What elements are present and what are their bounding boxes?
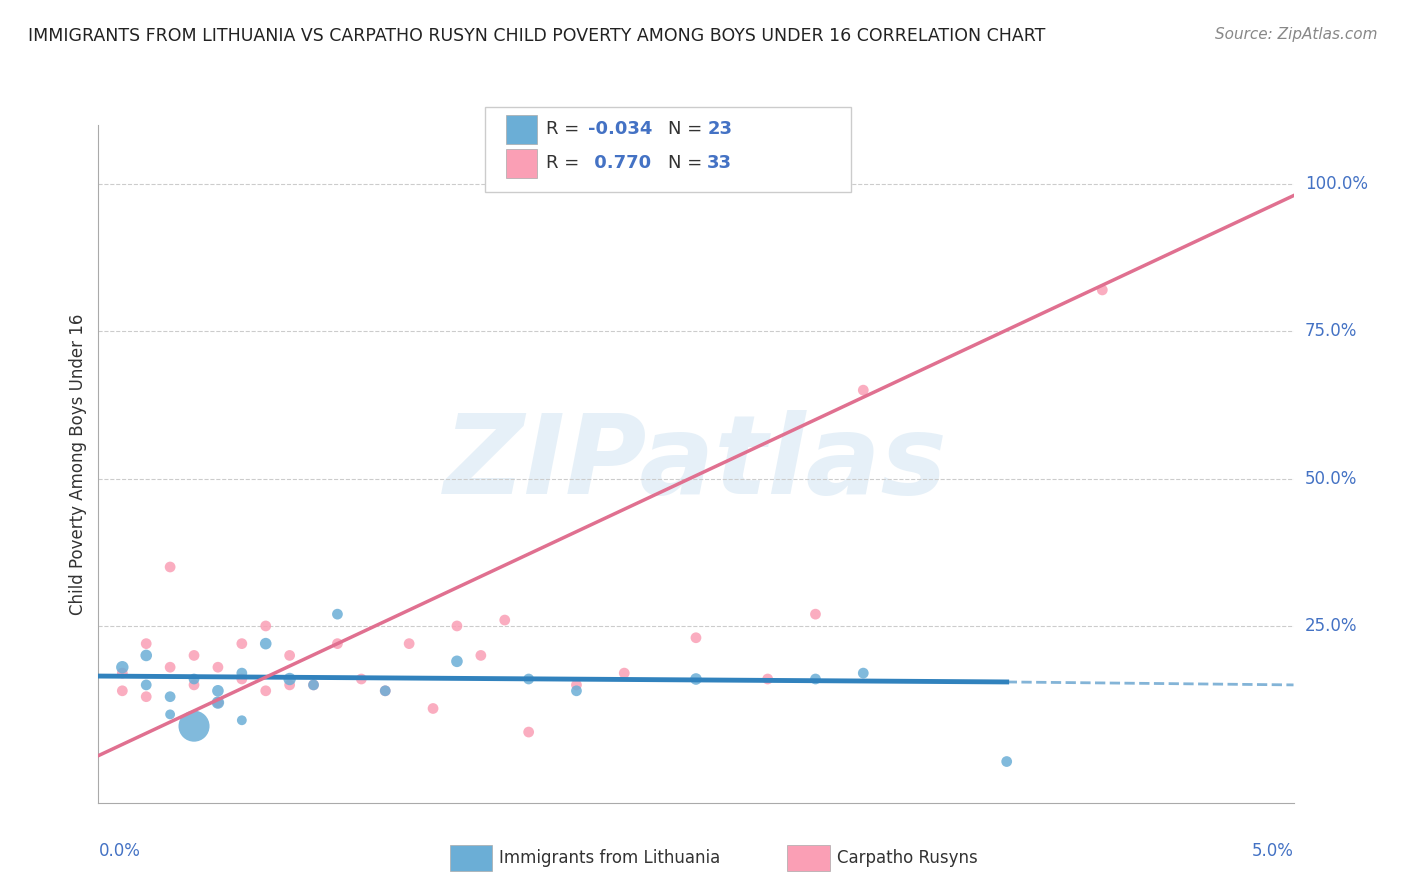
Text: N =: N =	[668, 154, 707, 172]
Point	[565, 683, 588, 698]
Point	[804, 672, 827, 686]
Point	[231, 672, 253, 686]
Point	[1091, 283, 1114, 297]
Point	[685, 672, 707, 686]
Point	[278, 648, 301, 663]
Point	[995, 755, 1018, 769]
Point	[422, 701, 444, 715]
Point	[159, 660, 181, 674]
Point	[231, 713, 253, 727]
Point	[613, 666, 636, 681]
Point	[183, 672, 205, 686]
Text: 0.770: 0.770	[588, 154, 651, 172]
Point	[350, 672, 373, 686]
Point	[685, 631, 707, 645]
Point	[470, 648, 492, 663]
Point	[254, 683, 277, 698]
Point	[135, 648, 157, 663]
Point	[207, 696, 229, 710]
Text: Immigrants from Lithuania: Immigrants from Lithuania	[499, 849, 720, 867]
Y-axis label: Child Poverty Among Boys Under 16: Child Poverty Among Boys Under 16	[69, 313, 87, 615]
Point	[231, 666, 253, 681]
Text: Carpatho Rusyns: Carpatho Rusyns	[837, 849, 977, 867]
Point	[278, 678, 301, 692]
Point	[852, 383, 875, 397]
Text: 0.0%: 0.0%	[98, 842, 141, 860]
Point	[517, 725, 540, 739]
Point	[804, 607, 827, 622]
Point	[254, 637, 277, 651]
Point	[159, 560, 181, 574]
Point	[852, 666, 875, 681]
Point	[207, 660, 229, 674]
Point	[207, 696, 229, 710]
Text: ZIPatlas: ZIPatlas	[444, 410, 948, 517]
Point	[278, 672, 301, 686]
Text: 75.0%: 75.0%	[1305, 322, 1357, 340]
Point	[111, 666, 134, 681]
Point	[302, 678, 325, 692]
Point	[517, 672, 540, 686]
Text: R =: R =	[546, 120, 585, 138]
Point	[231, 637, 253, 651]
Point	[374, 683, 396, 698]
Point	[302, 678, 325, 692]
Point	[159, 707, 181, 722]
Text: 25.0%: 25.0%	[1305, 617, 1357, 635]
Point	[494, 613, 516, 627]
Text: 23: 23	[707, 120, 733, 138]
Point	[183, 719, 205, 733]
Text: R =: R =	[546, 154, 585, 172]
Point	[159, 690, 181, 704]
Point	[374, 683, 396, 698]
Text: -0.034: -0.034	[588, 120, 652, 138]
Point	[254, 619, 277, 633]
Point	[398, 637, 420, 651]
Point	[111, 660, 134, 674]
Text: 100.0%: 100.0%	[1305, 175, 1368, 193]
Point	[135, 678, 157, 692]
Point	[135, 690, 157, 704]
Point	[183, 648, 205, 663]
Point	[111, 683, 134, 698]
Text: N =: N =	[668, 120, 707, 138]
Point	[446, 654, 468, 668]
Point	[565, 678, 588, 692]
Point	[207, 683, 229, 698]
Point	[326, 607, 349, 622]
Text: Source: ZipAtlas.com: Source: ZipAtlas.com	[1215, 27, 1378, 42]
Text: IMMIGRANTS FROM LITHUANIA VS CARPATHO RUSYN CHILD POVERTY AMONG BOYS UNDER 16 CO: IMMIGRANTS FROM LITHUANIA VS CARPATHO RU…	[28, 27, 1046, 45]
Point	[446, 619, 468, 633]
Point	[135, 637, 157, 651]
Text: 33: 33	[707, 154, 733, 172]
Point	[756, 672, 779, 686]
Text: 5.0%: 5.0%	[1251, 842, 1294, 860]
Point	[183, 678, 205, 692]
Point	[326, 637, 349, 651]
Text: 50.0%: 50.0%	[1305, 469, 1357, 488]
